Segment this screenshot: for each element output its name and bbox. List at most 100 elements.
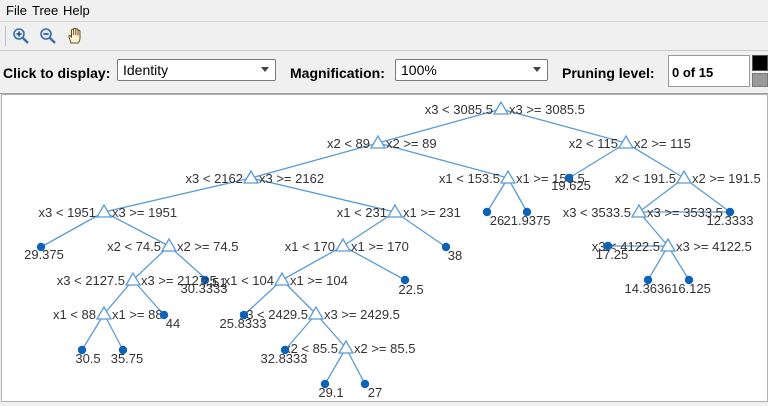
tree-edge (250, 142, 379, 179)
chevron-down-icon (261, 67, 269, 72)
tree-edge (345, 347, 366, 385)
leaf-node[interactable] (522, 207, 532, 217)
leaf-node[interactable] (360, 379, 370, 389)
leaf-node[interactable] (280, 345, 290, 355)
split-label-left: x1 < 88 (53, 307, 96, 322)
split-label-left: x2 < 115 (569, 136, 618, 151)
menu-tree[interactable]: Tree (32, 3, 59, 18)
leaf-node[interactable] (159, 310, 169, 320)
split-label-right: x3 >= 3533.5 (647, 205, 723, 220)
zoom-out-button[interactable] (37, 25, 59, 47)
split-label-left: x1 < 231 (337, 205, 387, 220)
leaf-label: 29.1 (318, 385, 343, 400)
split-node[interactable] (160, 237, 178, 252)
split-node[interactable] (617, 134, 635, 149)
tree-edge (315, 313, 347, 349)
split-node[interactable] (124, 271, 142, 286)
leaf-node[interactable] (684, 275, 694, 285)
leaf-label: 14.3636 (625, 281, 672, 296)
pan-button[interactable] (64, 25, 86, 47)
tree-edge (394, 211, 447, 248)
split-node[interactable] (95, 203, 113, 218)
tree-edge (638, 211, 669, 247)
tree-edge (324, 347, 347, 385)
leaf-node[interactable] (200, 275, 210, 285)
split-node[interactable] (242, 169, 260, 184)
split-label-right: x1 >= 104 (290, 273, 348, 288)
leaf-node[interactable] (603, 241, 613, 251)
leaf-label: 44 (166, 316, 180, 331)
tree-edge (486, 177, 509, 213)
zoom-in-icon (13, 28, 29, 44)
split-label-right: x3 >= 1951 (112, 205, 177, 220)
leaf-label: 27 (368, 385, 382, 400)
display-dropdown[interactable]: Identity (117, 59, 276, 81)
leaf-node[interactable] (564, 173, 574, 183)
pruning-value: 0 of 15 (672, 65, 714, 80)
magnification-value: 100% (401, 62, 437, 78)
split-label-right: x1 >= 170 (351, 239, 409, 254)
split-node[interactable] (273, 271, 291, 286)
split-label-right: x3 >= 2162 (259, 171, 324, 186)
split-node[interactable] (307, 305, 325, 320)
split-node[interactable] (334, 237, 352, 252)
pruning-slider[interactable] (752, 55, 768, 89)
split-node[interactable] (499, 169, 517, 184)
leaf-node[interactable] (239, 310, 249, 320)
split-label-right: x2 >= 89 (386, 136, 437, 151)
controls-panel: Click to display: Identity Magnification… (0, 51, 768, 94)
zoom-in-button[interactable] (10, 25, 32, 47)
tree-edge (281, 279, 317, 315)
toolbar-separator (5, 26, 6, 46)
tree-edge (243, 279, 283, 316)
leaf-label: 25.8333 (220, 316, 267, 331)
leaf-node[interactable] (77, 345, 87, 355)
split-label-left: x1 < 153.5 (439, 171, 500, 186)
toolbar (0, 22, 768, 51)
magnification-dropdown[interactable]: 100% (395, 59, 548, 81)
leaf-node[interactable] (36, 242, 46, 252)
split-label-right: x2 >= 191.5 (692, 171, 761, 186)
pruning-slider-thumb[interactable] (752, 55, 768, 71)
tree-canvas[interactable]: x3 < 3085.5 x3 >= 3085.5 x2 < 89 x2 >= 89 x2… (1, 94, 768, 402)
leaf-label: 26 (490, 213, 504, 228)
tree-edge (568, 142, 627, 179)
menu-help[interactable]: Help (63, 3, 90, 18)
split-node[interactable] (337, 339, 355, 354)
split-label-right: x3 >= 4122.5 (676, 239, 752, 254)
tree-edge (103, 177, 252, 213)
split-label-left: x2 < 85.5 (284, 341, 338, 356)
tree-edge (507, 177, 528, 213)
split-node[interactable] (386, 203, 404, 218)
leaf-label: 30.3333 (181, 281, 228, 296)
tree-edge (638, 177, 685, 213)
leaf-label: 38 (448, 248, 462, 263)
split-label-left: x1 < 104 (224, 273, 274, 288)
hand-icon (68, 27, 81, 44)
pruning-slider-track[interactable] (752, 73, 768, 87)
tree-edge (103, 313, 124, 351)
split-node[interactable] (95, 305, 113, 320)
leaf-node[interactable] (441, 242, 451, 252)
split-node[interactable] (492, 100, 510, 115)
split-node[interactable] (675, 169, 693, 184)
leaf-node[interactable] (725, 207, 735, 217)
split-node[interactable] (630, 203, 648, 218)
leaf-node[interactable] (320, 379, 330, 389)
leaf-node[interactable] (482, 207, 492, 217)
leaf-label: 22.5 (398, 282, 423, 297)
display-value: Identity (123, 62, 169, 78)
tree-edge (342, 245, 406, 281)
tree-edge (284, 313, 317, 351)
leaf-node[interactable] (400, 275, 410, 285)
split-label-right: x1 >= 231 (403, 205, 461, 220)
menu-file[interactable]: File (6, 3, 27, 18)
leaf-node[interactable] (118, 345, 128, 355)
split-node[interactable] (659, 237, 677, 252)
split-node[interactable] (369, 134, 387, 149)
tree-diagram: x3 < 3085.5 x3 >= 3085.5 x2 < 89 x2 >= 89 x2… (24, 100, 761, 400)
leaf-node[interactable] (643, 275, 653, 285)
pruning-level-field[interactable]: 0 of 15 (668, 55, 750, 87)
display-label: Click to display: (3, 65, 111, 81)
pruning-label: Pruning level: (562, 65, 655, 81)
